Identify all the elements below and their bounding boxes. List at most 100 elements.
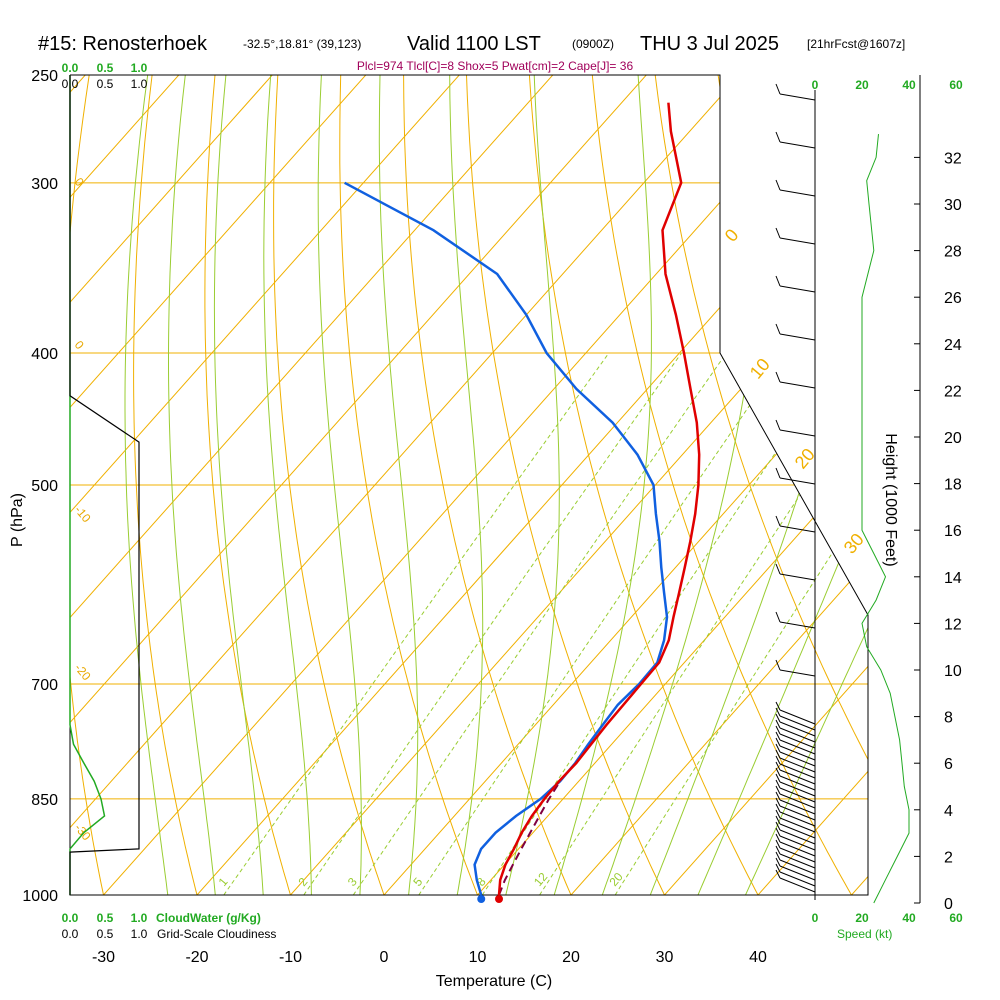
- pressure-tick-label: 400: [31, 346, 58, 363]
- wind-barb: [779, 733, 816, 749]
- cloud-water-line: [69, 75, 106, 895]
- wind-barb-flag: [775, 761, 781, 771]
- cloudiness-axis-top: 0.0: [62, 77, 79, 91]
- wind-barb: [779, 751, 816, 767]
- cloudiness-axis-bottom: 0.0: [62, 927, 79, 941]
- isotherm-line: [70, 75, 669, 895]
- wind-barb-flag: [775, 701, 781, 711]
- isotherm-line: [70, 75, 575, 895]
- isotherm-line: [70, 75, 201, 895]
- dry-adiabat: [0, 51, 31, 924]
- temperature-tick-label: -20: [185, 949, 208, 966]
- wind-barb: [779, 787, 816, 803]
- height-tick-label: 10: [944, 663, 962, 680]
- speed-axis-top: 60: [949, 78, 963, 92]
- dry-adiabat: [527, 75, 774, 895]
- wind-barb-flag: [775, 743, 781, 753]
- temperature-line: [497, 102, 701, 896]
- mixing-ratio-line: [481, 352, 844, 895]
- height-tick-label: 14: [944, 570, 962, 587]
- moist-adiabat: [263, 75, 313, 895]
- wind-barb: [779, 715, 816, 731]
- dry-adiabat: [204, 75, 300, 895]
- wind-barb: [779, 841, 816, 857]
- wind-barb-flag: [775, 839, 781, 849]
- wind-barb-flag: [775, 755, 781, 765]
- wind-barb-flag: [775, 815, 781, 825]
- wind-barb-flag: [775, 797, 781, 807]
- wind-barb: [779, 757, 816, 773]
- speed-axis-bottom: 20: [855, 911, 869, 925]
- temperature-surface-point: [495, 895, 504, 903]
- height-axis-title: Height (1000 Feet): [882, 433, 899, 566]
- mixing-ratio-line: [352, 352, 727, 895]
- moist-adiabat: [544, 75, 652, 895]
- wind-barb-flag: [775, 779, 781, 789]
- wind-barb-flag: [775, 791, 781, 801]
- isotherm-line: [70, 75, 295, 895]
- moist-adiabat: [124, 75, 172, 895]
- parcel-line: [498, 762, 577, 896]
- wind-barb-flag: [775, 851, 781, 861]
- height-tick-label: 22: [944, 383, 962, 400]
- isotherm-line: [357, 75, 868, 895]
- cloudiness-axis-top: 0.5: [97, 77, 114, 91]
- wind-barb: [779, 141, 816, 149]
- wind-barb: [779, 775, 816, 791]
- speed-axis-top: 20: [855, 78, 869, 92]
- dry-adiabat: [133, 75, 206, 895]
- wind-barb-flag: [775, 611, 781, 623]
- forecast-run: [21hrFcst@1607z]: [807, 37, 905, 51]
- dewpoint-surface-point: [477, 895, 486, 903]
- wind-barb: [779, 93, 816, 101]
- isotherm-line: [544, 75, 868, 895]
- temperature-tick-label: 40: [749, 949, 767, 966]
- cloudiness-line: [69, 75, 140, 895]
- mixing-ratio-line: [539, 352, 868, 895]
- dry-adiabat-label: 0: [72, 338, 87, 352]
- wind-barb: [779, 781, 816, 797]
- wind-barb: [779, 865, 816, 881]
- moist-adiabat: [591, 75, 765, 895]
- dry-adiabat: [339, 75, 490, 895]
- wind-barb-flag: [775, 563, 781, 575]
- cloud-water-axis-bottom: 0.5: [97, 911, 114, 925]
- wind-barb: [779, 381, 816, 389]
- wind-barb: [779, 853, 816, 869]
- cloud-water-axis-bottom: 0.0: [62, 911, 79, 925]
- wind-barb: [779, 769, 816, 785]
- wind-barb-flag: [775, 227, 781, 239]
- chart-grid: [0, 51, 1000, 924]
- wind-barb: [779, 793, 816, 809]
- wind-barb-flag: [775, 731, 781, 741]
- wind-barbs: [775, 83, 910, 904]
- dry-adiabat: [963, 51, 1000, 924]
- pressure-tick-label: 700: [31, 677, 58, 694]
- wind-barb: [779, 669, 816, 677]
- isotherm-line: [70, 75, 388, 895]
- moist-adiabat: [168, 75, 219, 895]
- forecast-date: THU 3 Jul 2025: [640, 33, 779, 55]
- valid-time: Valid 1100 LST: [407, 33, 541, 55]
- dry-adiabat: [589, 75, 868, 895]
- speed-label: Speed (kt): [837, 927, 892, 941]
- isotherm-label: 10: [746, 354, 774, 382]
- wind-barb: [779, 721, 816, 737]
- wind-barb-flag: [775, 515, 781, 527]
- wind-barb: [779, 285, 816, 293]
- wind-barb-flag: [775, 767, 781, 777]
- wind-barb-flag: [775, 803, 781, 813]
- wind-barb-flag: [775, 467, 781, 479]
- moist-adiabat: [685, 75, 868, 895]
- wind-barb-flag: [775, 857, 781, 867]
- cloudiness-axis-top: 1.0: [131, 77, 148, 91]
- height-tick-label: 32: [944, 150, 962, 167]
- wind-barb: [779, 829, 816, 845]
- wind-barb: [779, 739, 816, 755]
- wind-barb: [779, 811, 816, 827]
- wind-barb-flag: [775, 809, 781, 819]
- temperature-tick-label: -10: [279, 949, 302, 966]
- isotherm-line: [70, 75, 762, 895]
- wind-barb: [779, 859, 816, 875]
- wind-barb: [779, 525, 816, 533]
